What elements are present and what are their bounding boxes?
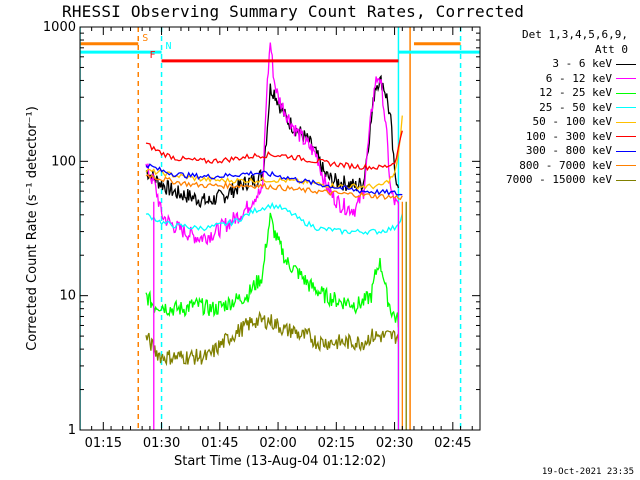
series-line-4 [145, 115, 403, 191]
legend-label: 100 - 300 keV [525, 129, 612, 143]
legend-swatch [616, 121, 636, 123]
x-tick-label-02:30: 02:30 [376, 436, 413, 451]
series-line-6 [145, 163, 403, 196]
legend-item-7: 800 - 7000 keV [486, 159, 636, 174]
legend-swatch [616, 150, 636, 152]
plot-area [80, 27, 480, 430]
x-axis-label: Start Time (13-Aug-04 01:12:02) [174, 454, 386, 469]
legend-item-1: 6 - 12 keV [486, 72, 636, 87]
y-axis-label: Corrected Count Rate (s⁻¹ detector⁻¹) [25, 106, 40, 351]
x-tick-label-01:45: 01:45 [201, 436, 238, 451]
legend-label: 6 - 12 keV [545, 71, 612, 85]
y-tick-label-100: 100 [51, 154, 76, 169]
series-line-7 [145, 173, 403, 201]
legend-item-8: 7000 - 15000 keV [486, 173, 636, 188]
legend-label: 800 - 7000 keV [519, 158, 612, 172]
legend-item-5: 100 - 300 keV [486, 130, 636, 145]
plot-frame [79, 26, 481, 431]
legend-label: 7000 - 15000 keV [506, 173, 612, 186]
annotation-label-F: F [150, 50, 156, 61]
legend-item-0: 3 - 6 keV [486, 57, 636, 72]
series-line-3 [145, 201, 403, 236]
x-tick-label-01:15: 01:15 [85, 436, 122, 451]
legend-swatch [616, 92, 636, 94]
legend-swatch [616, 78, 636, 80]
x-tick-label-02:00: 02:00 [259, 436, 296, 451]
annotation-label-N: N [166, 41, 172, 52]
legend-swatch [616, 107, 636, 109]
y-tick-label-1000: 1000 [43, 20, 76, 35]
legend-label: 50 - 100 keV [532, 115, 612, 128]
legend-item-4: 50 - 100 keV [486, 115, 636, 130]
series-line-8 [145, 310, 400, 367]
legend-label: 3 - 6 keV [552, 57, 612, 70]
legend-label: 25 - 50 keV [539, 100, 612, 114]
series-line-2 [145, 212, 400, 328]
series-line-1 [145, 42, 400, 246]
x-tick-label-02:45: 02:45 [434, 436, 471, 451]
legend: Det 1,3,4,5,6,9, Att 0 3 - 6 keV 6 - 12 k… [486, 28, 636, 188]
series-line-5 [145, 130, 403, 172]
legend-item-2: 12 - 25 keV [486, 86, 636, 101]
legend-label: 300 - 800 keV [525, 144, 612, 157]
x-tick-label-01:30: 01:30 [143, 436, 180, 451]
legend-swatch [616, 179, 636, 181]
chart-title: RHESSI Observing Summary Count Rates, Co… [62, 2, 525, 21]
legend-item-3: 25 - 50 keV [486, 101, 636, 116]
legend-item-6: 300 - 800 keV [486, 144, 636, 159]
y-tick-label-1: 1 [68, 423, 76, 438]
legend-swatch [616, 136, 636, 138]
legend-swatch [616, 63, 636, 65]
y-tick-label-10: 10 [59, 289, 76, 304]
legend-label: 12 - 25 keV [539, 86, 612, 99]
legend-swatch [616, 165, 636, 167]
generation-timestamp: 19-Oct-2021 23:35 [541, 467, 634, 477]
annotation-label-S: S [142, 33, 148, 44]
x-tick-label-02:15: 02:15 [318, 436, 355, 451]
legend-header: Det 1,3,4,5,6,9, Att 0 [522, 28, 628, 56]
